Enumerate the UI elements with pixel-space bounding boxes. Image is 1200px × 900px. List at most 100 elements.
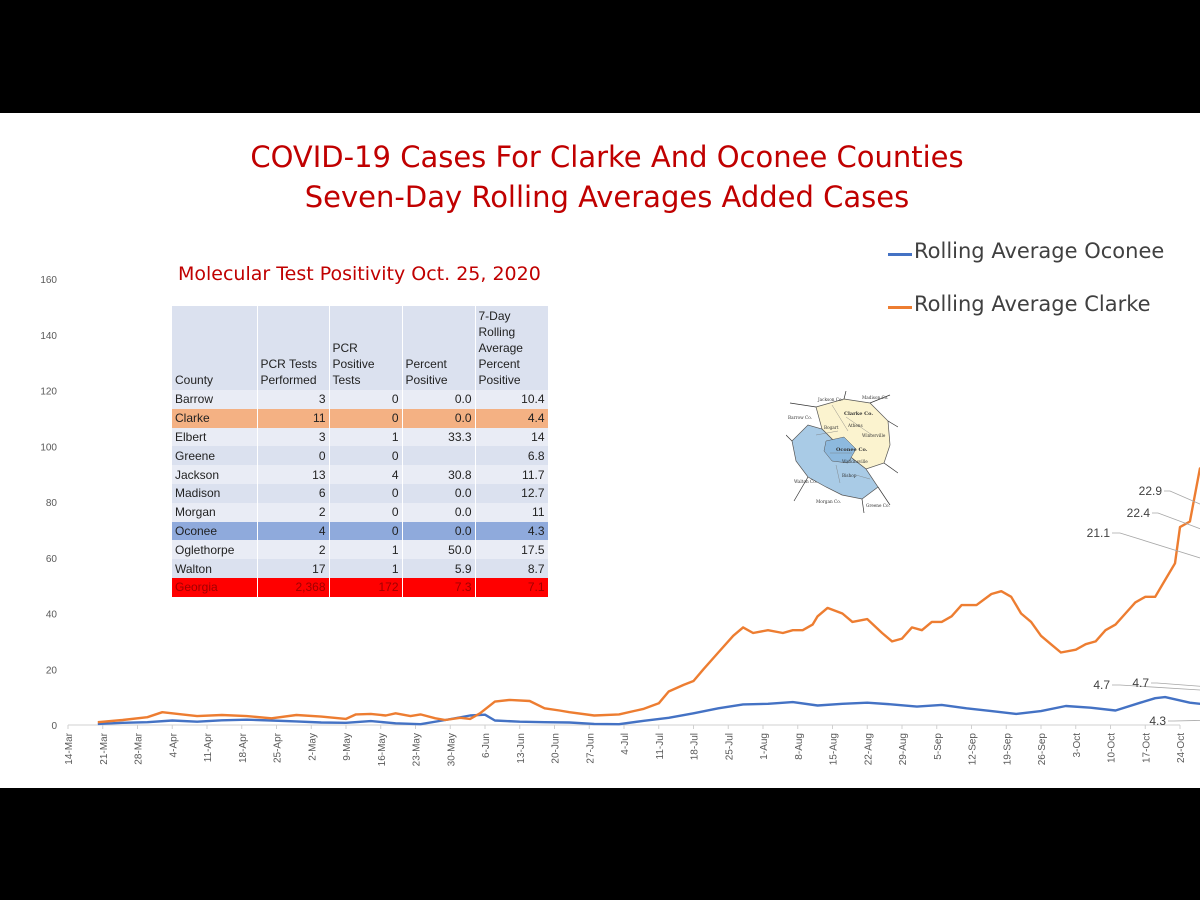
county-map-image: Jackson Co. Madison Co. Barrow Co. Clark… [786,391,898,513]
percent-cell: 0.0 [402,502,476,522]
tests-cell: 0 [257,446,330,466]
avg-cell: 14 [475,427,549,447]
tests-cell: 2 [257,502,330,522]
table-row-barrow: Barrow 3 0 0.0 10.4 [172,390,549,409]
percent-cell: 7.3 [402,577,476,597]
tests-cell: 3 [257,390,330,409]
table-row-greene: Greene 0 0 6.8 [172,446,549,466]
y-tick-label: 40 [46,610,58,621]
y-tick-label: 20 [46,665,58,676]
x-tick-label: 12-Sep [968,733,979,766]
percent-cell: 50.0 [402,540,476,560]
map-label-jackson: Jackson Co. [817,397,843,402]
legend-swatch-oconee [888,253,912,256]
x-tick-label: 26-Sep [1037,733,1048,766]
x-tick-label: 21-Mar [99,732,110,764]
tests-cell: 6 [257,483,330,503]
x-tick-label: 27-Jun [585,733,596,764]
avg-cell: 11.7 [475,465,549,484]
positivity-table: County PCR Tests Performed PCR Positive … [172,306,549,597]
table-row-elbert: Elbert 3 1 33.3 14 [172,427,549,447]
map-label-madison: Madison Co. [862,395,889,400]
county-cell: Madison [172,483,258,503]
data-label: 4.7 [1093,678,1110,692]
percent-cell: 33.3 [402,427,476,447]
x-tick-label: 18-Apr [238,732,249,763]
header-positive: PCR Positive Tests [329,306,403,390]
x-tick-label: 22-Aug [863,733,874,765]
county-cell: Clarke [172,408,258,428]
tests-cell: 4 [257,521,330,541]
y-tick-label: 160 [40,275,57,286]
x-tick-label: 25-Jul [724,733,735,760]
y-tick-label: 80 [46,498,58,509]
table-header-row: County PCR Tests Performed PCR Positive … [172,306,549,390]
county-cell: Greene [172,446,258,466]
positive-cell: 0 [329,502,403,522]
positive-cell: 0 [329,521,403,541]
series-line-clarke [97,466,1200,724]
percent-cell: 0.0 [402,408,476,428]
county-cell: Oglethorpe [172,540,258,560]
slide: COVID-19 Cases For Clarke And Oconee Cou… [0,113,1200,788]
positive-cell: 1 [329,427,403,447]
x-tick-label: 28-Mar [134,732,145,764]
data-label: 22.4 [1127,506,1151,520]
x-tick-label: 11-Jul [655,733,666,760]
county-cell: Jackson [172,465,258,484]
chart-title-line-2: Seven-Day Rolling Averages Added Cases [304,180,910,214]
map-label-clarke: Clarke Co. [844,411,873,417]
avg-cell: 4.4 [475,408,549,428]
data-label-leader [1112,684,1200,691]
x-tick-label: 11-Apr [203,732,214,762]
positive-cell: 0 [329,390,403,409]
data-label-leader [1151,682,1200,687]
positive-cell: 1 [329,559,403,578]
map-label-watkinsville: Watkinsville [842,459,868,464]
x-tick-label: 24-Oct [1176,733,1187,763]
avg-cell: 17.5 [475,540,549,560]
tests-cell: 11 [257,408,330,428]
x-tick-label: 6-Jun [481,733,492,758]
avg-cell: 6.8 [475,446,549,466]
positive-cell: 1 [329,540,403,560]
y-tick-label: 100 [40,442,57,453]
avg-cell: 10.4 [475,390,549,409]
tests-cell: 17 [257,559,330,578]
percent-cell [402,446,476,466]
map-label-greene: Greene Co. [866,503,890,508]
percent-cell: 30.8 [402,465,476,484]
y-tick-label: 0 [51,721,57,732]
header-percent: Percent Positive [402,306,476,390]
data-label: 22.9 [1139,484,1163,498]
x-tick-label: 5-Sep [933,733,944,760]
map-label-walton: Walton Co. [794,479,817,484]
data-label-leader [1112,532,1200,559]
positive-cell: 0 [329,483,403,503]
percent-cell: 0.0 [402,483,476,503]
positive-cell: 0 [329,408,403,428]
header-county: County [172,306,258,390]
table-row-morgan: Morgan 2 0 0.0 11 [172,502,549,522]
x-tick-label: 13-Jun [516,733,527,764]
data-label: 21.1 [1087,526,1111,540]
avg-cell: 8.7 [475,559,549,578]
map-label-oconee: Oconee Co. [836,447,868,453]
x-tick-label: 20-Jun [551,733,562,764]
tests-cell: 2 [257,540,330,560]
table-body: Barrow 3 0 0.0 10.4 Clarke 11 0 0.0 4.4 Elbert 3 1 33… [172,390,549,597]
data-label-leader [1164,490,1200,505]
data-label: 4.3 [1149,714,1166,728]
series-line-oconee [97,695,1200,726]
x-tick-label: 16-May [377,733,388,766]
x-tick-label: 25-Apr [273,732,284,763]
county-cell: Georgia [172,577,258,597]
map-label-morgan: Morgan Co. [816,499,841,504]
table-row-madison: Madison 6 0 0.0 12.7 [172,483,549,503]
map-label-bishop: Bishop [842,473,857,478]
county-cell: Elbert [172,427,258,447]
x-tick-label: 17-Oct [1141,733,1152,763]
x-tick-label: 1-Aug [759,733,770,760]
percent-cell: 5.9 [402,559,476,578]
tests-cell: 2,368 [257,577,330,597]
